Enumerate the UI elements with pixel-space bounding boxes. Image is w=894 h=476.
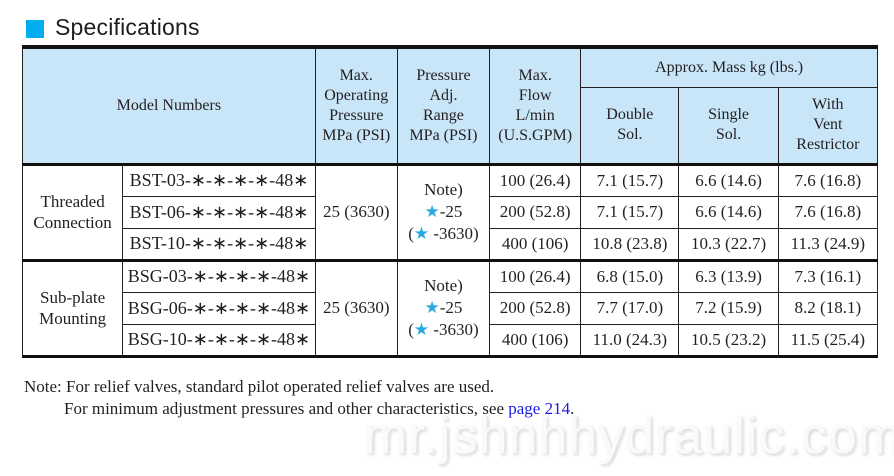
double-sol-mass: 7.1 (15.7) bbox=[580, 162, 680, 197]
footnote: Note: For relief valves, standard pilot … bbox=[24, 376, 574, 420]
adj-note-line3-prefix: ( bbox=[408, 320, 414, 340]
double-sol-mass: 6.8 (15.0) bbox=[580, 258, 680, 293]
single-sol-mass: 10.3 (22.7) bbox=[678, 227, 779, 261]
adj-note-line1: Note) bbox=[424, 275, 463, 295]
max-flow-value: 200 (52.8) bbox=[489, 195, 582, 229]
footnote-line2-text: For minimum adjustment pressures and oth… bbox=[64, 399, 509, 419]
adj-note-line3-prefix: ( bbox=[408, 224, 414, 244]
star-icon: ★ bbox=[413, 224, 430, 244]
adj-note-line3: (★ -3630) bbox=[398, 223, 489, 245]
category-threaded-connection: Threaded Connection bbox=[21, 162, 124, 261]
vent-restrictor-mass: 11.3 (24.9) bbox=[777, 227, 879, 261]
star-icon: ★ bbox=[424, 201, 440, 221]
category-sub-plate-mounting: Sub-plate Mounting bbox=[21, 258, 124, 357]
double-sol-mass: 11.0 (24.3) bbox=[580, 323, 680, 357]
adj-note-line2: ★-25 bbox=[398, 201, 489, 223]
adj-note-line3-text: -3630) bbox=[429, 320, 479, 340]
adj-note-line2-text: -25 bbox=[439, 201, 463, 221]
star-icon: ★ bbox=[413, 320, 430, 340]
table-row: BSG-06-∗-∗-∗-∗-48∗ 200 (52.8) 7.7 (17.0)… bbox=[23, 291, 879, 325]
header-single-sol: Single Sol. bbox=[678, 86, 779, 165]
double-sol-mass: 10.8 (23.8) bbox=[580, 227, 680, 261]
header-max-operating-pressure: Max. Operating Pressure MPa (PSI) bbox=[314, 46, 398, 165]
footnote-line2: For minimum adjustment pressures and oth… bbox=[24, 398, 574, 420]
adj-note-line2-text: -25 bbox=[439, 297, 463, 317]
max-flow-value: 400 (106) bbox=[489, 323, 582, 357]
vent-restrictor-mass: 7.3 (16.1) bbox=[777, 258, 879, 293]
table-row: BST-10-∗-∗-∗-∗-48∗ 400 (106) 10.8 (23.8)… bbox=[23, 227, 879, 261]
model-number: BSG-06-∗-∗-∗-∗-48∗ bbox=[122, 291, 316, 325]
watermark-text: mr.jshnhhydraulic.com bbox=[363, 407, 894, 465]
model-number: BST-06-∗-∗-∗-∗-48∗ bbox=[122, 195, 316, 229]
double-sol-mass: 7.7 (17.0) bbox=[580, 291, 680, 325]
double-sol-mass: 7.1 (15.7) bbox=[580, 195, 680, 229]
footnote-line1: Note: For relief valves, standard pilot … bbox=[24, 377, 495, 396]
adj-note-line3: (★ -3630) bbox=[398, 319, 489, 341]
star-icon: ★ bbox=[424, 297, 440, 317]
footnote-line2-period: . bbox=[570, 399, 575, 419]
max-operating-pressure-value: 25 (3630) bbox=[314, 258, 398, 357]
single-sol-mass: 6.6 (14.6) bbox=[678, 195, 779, 229]
vent-restrictor-mass: 11.5 (25.4) bbox=[777, 323, 879, 357]
single-sol-mass: 7.2 (15.9) bbox=[678, 291, 779, 325]
adj-note-line2: ★-25 bbox=[398, 297, 489, 319]
vent-restrictor-mass: 7.6 (16.8) bbox=[777, 195, 879, 229]
header-approx-mass: Approx. Mass kg (lbs.) bbox=[580, 46, 878, 88]
single-sol-mass: 6.3 (13.9) bbox=[678, 258, 779, 293]
max-flow-value: 200 (52.8) bbox=[489, 291, 582, 325]
header-pressure-adj-range: Pressure Adj. Range MPa (PSI) bbox=[396, 46, 491, 165]
header-double-sol: Double Sol. bbox=[580, 86, 680, 165]
vent-restrictor-mass: 8.2 (18.1) bbox=[777, 291, 879, 325]
pressure-adj-range-note: Note) ★-25 (★ -3630) bbox=[396, 258, 491, 357]
model-number: BSG-03-∗-∗-∗-∗-48∗ bbox=[122, 258, 316, 293]
table-row: BST-06-∗-∗-∗-∗-48∗ 200 (52.8) 7.1 (15.7)… bbox=[23, 195, 879, 229]
max-flow-value: 100 (26.4) bbox=[489, 162, 582, 197]
header-max-flow: Max. Flow L/min (U.S.GPM) bbox=[489, 46, 582, 165]
header-with-vent-restrictor: With Vent Restrictor bbox=[777, 86, 879, 165]
adj-note-line3-text: -3630) bbox=[429, 224, 479, 244]
page-title: Specifications bbox=[55, 14, 200, 40]
single-sol-mass: 6.6 (14.6) bbox=[678, 162, 779, 197]
specifications-table: Model Numbers Max. Operating Pressure MP… bbox=[21, 45, 879, 358]
specifications-table-wrapper: Model Numbers Max. Operating Pressure MP… bbox=[21, 45, 879, 358]
max-flow-value: 400 (106) bbox=[489, 227, 582, 261]
vent-restrictor-mass: 7.6 (16.8) bbox=[777, 162, 879, 197]
cyan-square-bullet-icon bbox=[26, 20, 44, 38]
model-number: BST-03-∗-∗-∗-∗-48∗ bbox=[122, 162, 316, 197]
page-214-link[interactable]: page 214 bbox=[508, 399, 571, 419]
section-title: Specifications bbox=[26, 14, 200, 41]
header-model-numbers: Model Numbers bbox=[22, 46, 316, 165]
pressure-adj-range-note: Note) ★-25 (★ -3630) bbox=[396, 162, 491, 261]
single-sol-mass: 10.5 (23.2) bbox=[678, 323, 779, 357]
table-row: BSG-10-∗-∗-∗-∗-48∗ 400 (106) 11.0 (24.3)… bbox=[23, 323, 879, 357]
model-number: BSG-10-∗-∗-∗-∗-48∗ bbox=[122, 323, 316, 357]
adj-note-line1: Note) bbox=[424, 179, 463, 199]
model-number: BST-10-∗-∗-∗-∗-48∗ bbox=[122, 227, 316, 261]
max-flow-value: 100 (26.4) bbox=[489, 258, 582, 293]
table-row: Sub-plate Mounting BSG-03-∗-∗-∗-∗-48∗ 25… bbox=[21, 258, 879, 357]
max-operating-pressure-value: 25 (3630) bbox=[314, 162, 398, 261]
table-row: Threaded Connection BST-03-∗-∗-∗-∗-48∗ 2… bbox=[21, 162, 879, 261]
